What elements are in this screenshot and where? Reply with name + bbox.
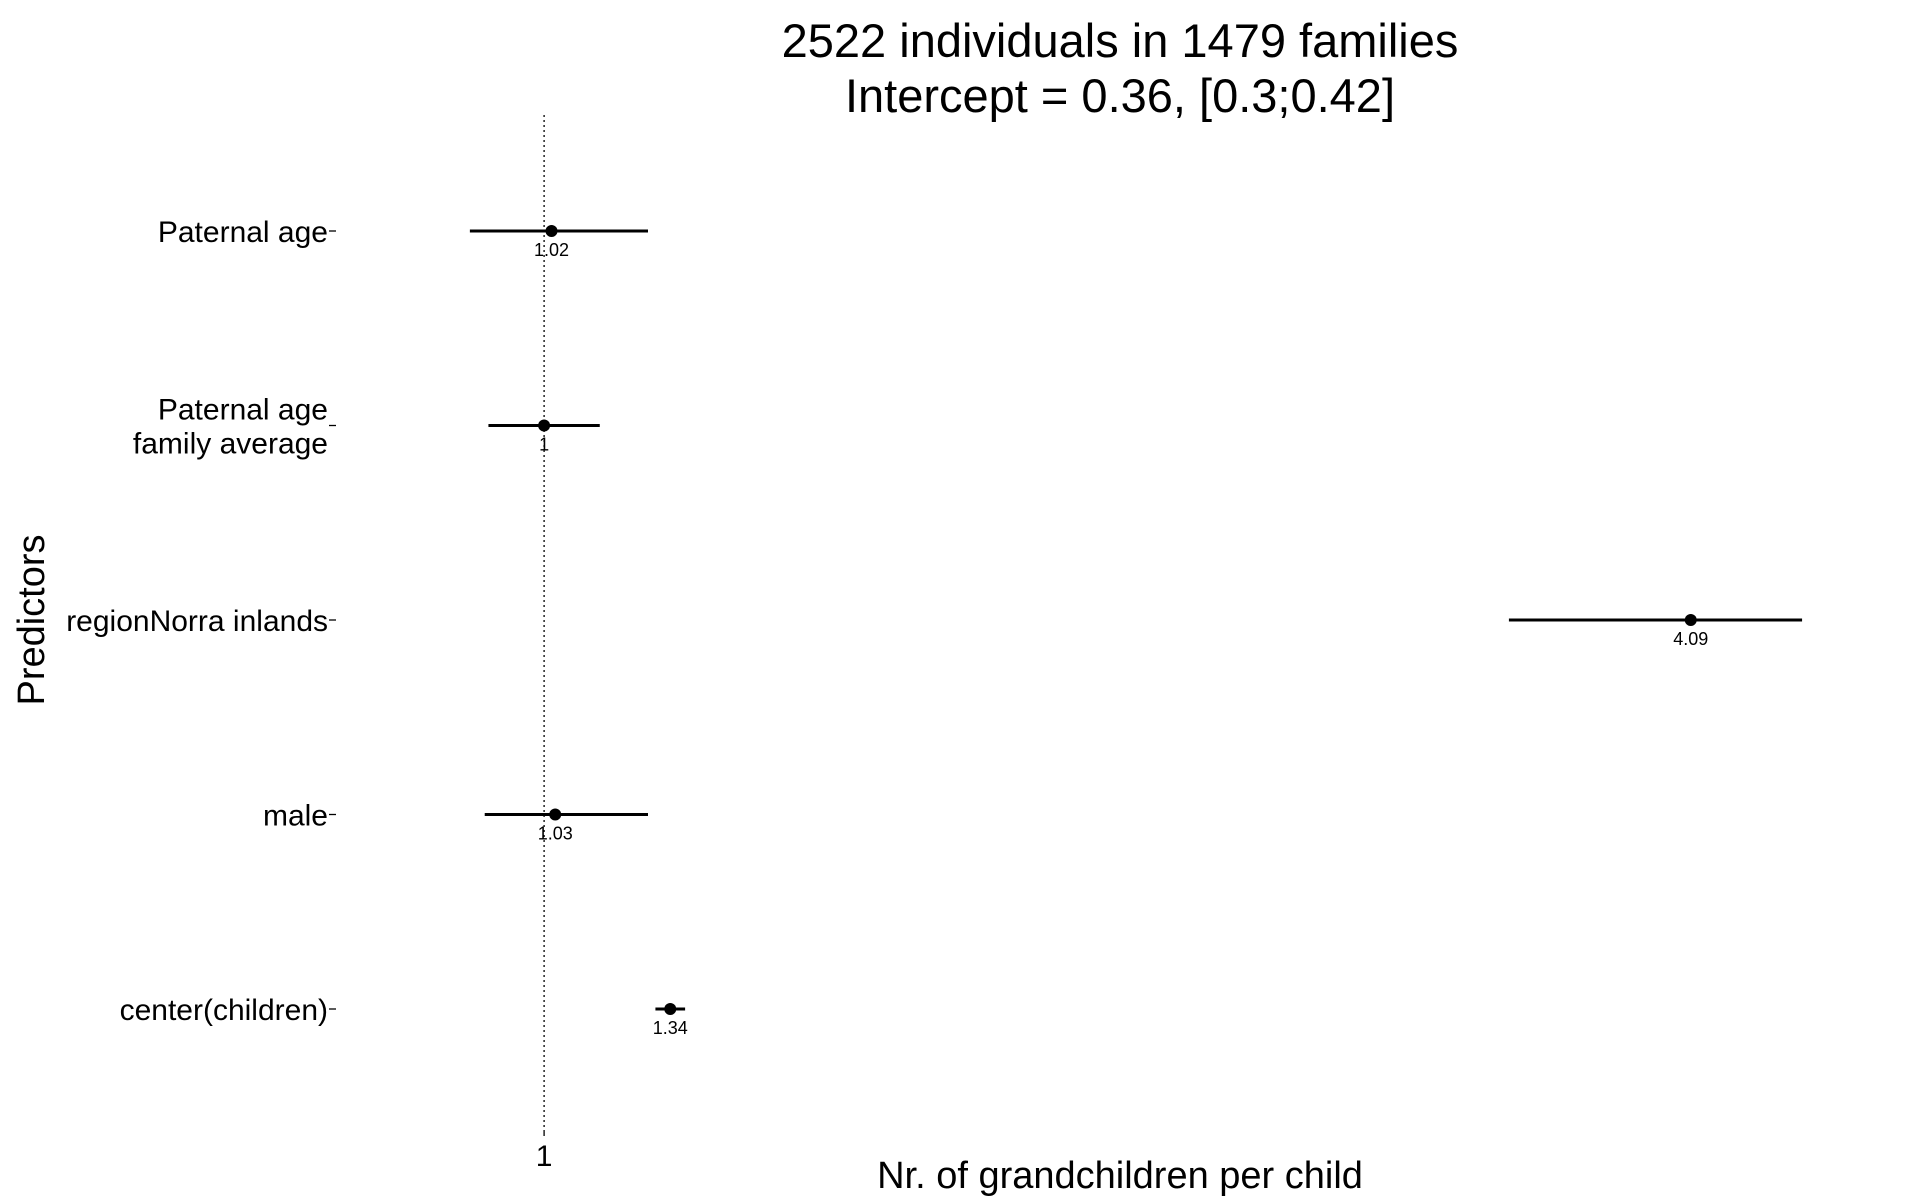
predictor-label: family average [133,428,328,461]
predictor-label: center(children) [120,994,328,1027]
estimate-point [538,419,551,432]
x-axis-title: Nr. of grandchildren per child [877,1155,1363,1197]
predictor-label: regionNorra inlands [66,605,328,638]
predictor-label: male [263,800,328,833]
chart-title: 2522 individuals in 1479 families [782,14,1459,67]
estimate-label: 4.09 [1673,629,1708,649]
estimate-label: 1.34 [653,1018,688,1038]
x-tick-label: 1 [536,1140,553,1173]
predictor-label: Paternal age [158,216,328,249]
estimate-point [549,808,562,821]
estimate-label: 1 [539,435,549,455]
predictor-label: Paternal age [158,394,328,427]
chart-subtitle: Intercept = 0.36, [0.3;0.42] [845,69,1395,122]
estimate-point [1684,614,1697,626]
estimate-point [664,1003,677,1015]
estimate-label: 1.03 [538,824,573,844]
estimate-label: 1.02 [534,240,569,260]
estimate-point [545,225,558,237]
y-axis-title: Predictors [11,534,53,705]
